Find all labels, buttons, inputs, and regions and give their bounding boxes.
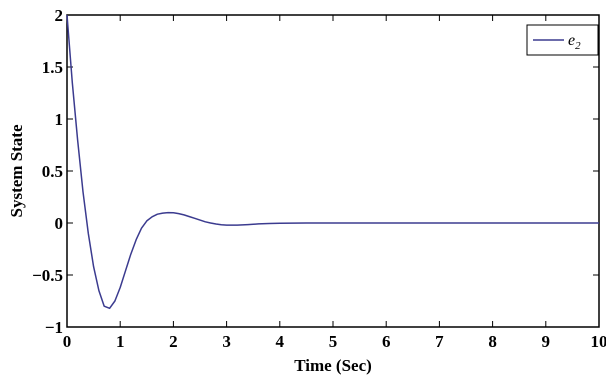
x-tick-label: 0 <box>63 332 72 351</box>
x-tick-label: 8 <box>488 332 497 351</box>
x-tick-label: 7 <box>435 332 444 351</box>
x-tick-label: 1 <box>116 332 125 351</box>
series-layer <box>66 14 599 310</box>
x-tick-label: 4 <box>276 332 285 351</box>
x-tick-label: 10 <box>591 332 606 351</box>
y-tick-label: 0.5 <box>42 162 63 181</box>
x-tick-label: 2 <box>169 332 178 351</box>
ticks <box>66 14 600 328</box>
y-tick-label: 2 <box>55 6 64 25</box>
plot-frame <box>66 14 600 328</box>
tick-labels: 0 1 2 3 4 5 6 7 8 9 10 −1 −0.5 0 0.5 1 1.5 2 <box>32 6 606 351</box>
x-tick-label: 9 <box>542 332 551 351</box>
legend-label-e2: e2 <box>568 32 581 52</box>
x-axis-label: Time (Sec) <box>294 356 372 375</box>
y-tick-label: 0 <box>55 214 64 233</box>
y-axis-label: System State <box>7 124 26 217</box>
legend: e2 <box>526 24 599 56</box>
x-tick-label: 3 <box>222 332 231 351</box>
series-line-e2 <box>66 14 599 310</box>
y-tick-label: 1 <box>55 110 64 129</box>
y-tick-label: −1 <box>45 318 63 337</box>
y-tick-label: 1.5 <box>42 58 63 77</box>
x-tick-label: 5 <box>329 332 338 351</box>
x-tick-label: 6 <box>382 332 391 351</box>
y-tick-label: −0.5 <box>32 266 63 285</box>
